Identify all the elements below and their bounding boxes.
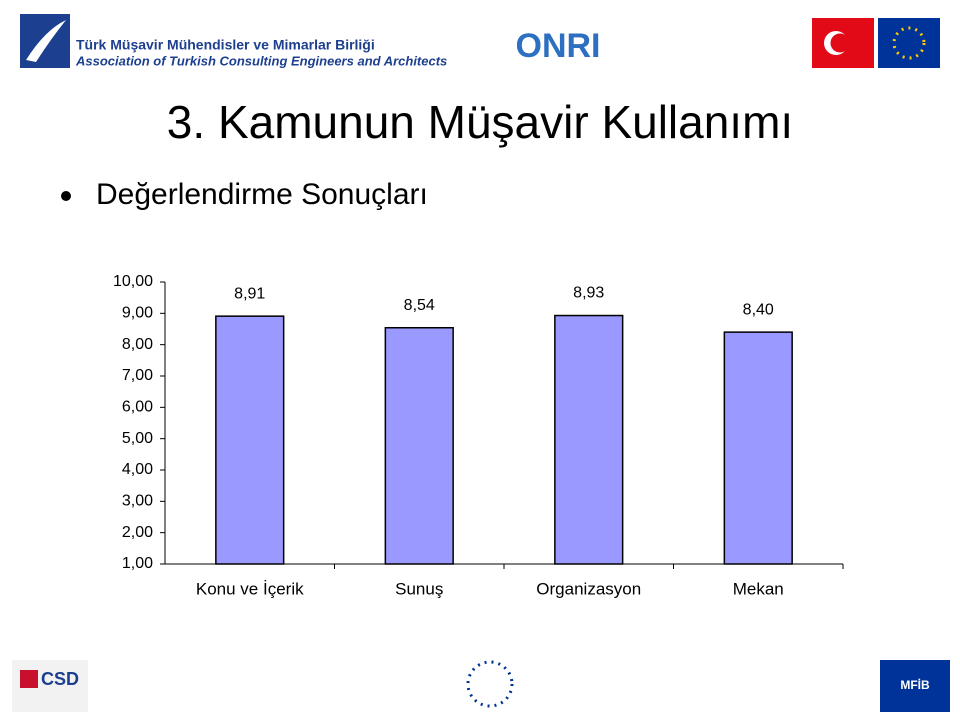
value-label: 8,54 [404,297,435,314]
y-tick-label: 6,00 [122,399,153,416]
footer-left-text: CSD [41,669,79,689]
bar [215,315,285,565]
org-logo-bird [26,20,66,62]
y-tick-label: 7,00 [122,367,153,384]
eu-stars [892,26,926,60]
footer-left-square [20,670,38,688]
y-tick-label: 2,00 [122,524,153,541]
bar [554,314,624,565]
center-logo: ONRI [516,27,601,65]
y-tick-label: 9,00 [122,305,153,322]
value-label: 8,93 [573,285,604,302]
eu-flag [878,18,940,68]
slide-title: 3. Kamunun Müşavir Kullanımı [167,96,793,148]
bar [384,326,454,565]
y-tick-label: 10,00 [113,273,153,290]
x-tick-label: Konu ve İçerik [196,579,304,598]
x-tick-label: Organizasyon [536,579,641,598]
org-name-en: Association of Turkish Consulting Engine… [75,53,447,68]
x-tick-label: Sunuş [395,579,443,598]
y-tick-label: 8,00 [122,336,153,353]
org-name-tr: Türk Müşavir Mühendisler ve Mimarlar Bir… [76,37,375,53]
bullet-dot [61,191,71,201]
value-label: 8,91 [234,285,265,302]
y-tick-label: 4,00 [122,461,153,478]
y-tick-label: 1,00 [122,555,153,572]
footer-right-text: MFİB [900,677,930,692]
y-tick-label: 5,00 [122,430,153,447]
footer-center-logo [466,660,514,708]
x-tick-label: Mekan [733,579,784,598]
y-tick-label: 3,00 [122,493,153,510]
flag-crescent-cut [830,33,850,53]
value-label: 8,40 [743,301,774,318]
bar [723,331,793,565]
chart: 1,00 2,00 3,00 4,00 5,00 6,00 7,00 8,00 9,00 10,0… [113,273,844,598]
bullet-text: Değerlendirme Sonuçları [96,178,428,211]
footer-right-logo [880,660,950,712]
